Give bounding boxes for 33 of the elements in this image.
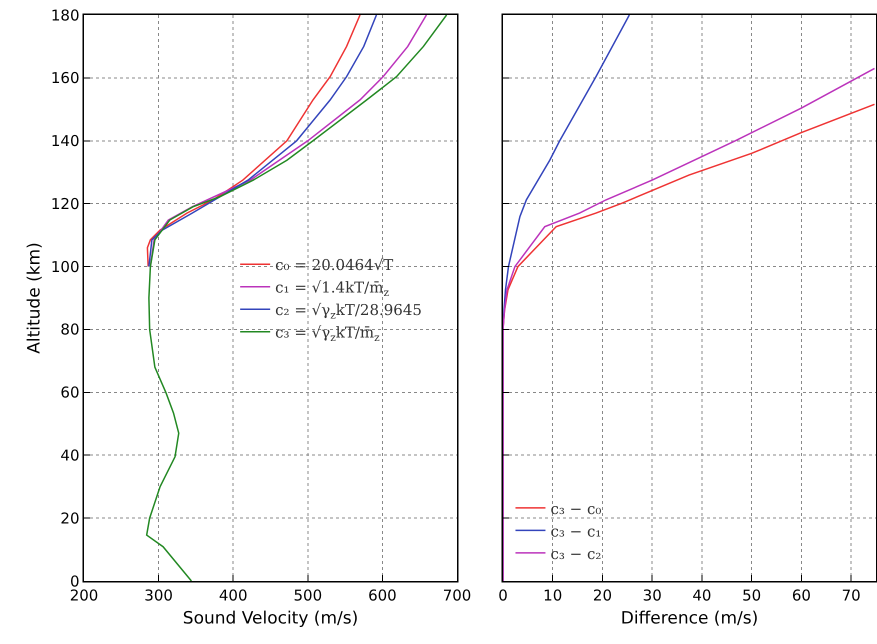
x-tick-label: 40 [692, 586, 712, 604]
legend-label: c₃ − c₁ [550, 522, 602, 540]
y-tick-label: 140 [50, 132, 80, 150]
legend-label: c₀ = 20.0464√T [275, 256, 394, 274]
x-tick-label: 500 [293, 586, 322, 604]
x-axis-title: Sound Velocity (m/s) [182, 608, 358, 629]
line-series [146, 15, 448, 581]
y-tick-label: 160 [50, 69, 80, 88]
legend-label: c₁ = √1.4kT/m̄$_{z}$ [275, 278, 390, 299]
legend-label: c₂ = √γ$_{z}$kT/28.9645 [275, 301, 422, 322]
x-tick-label: 20 [592, 586, 612, 604]
y-tick-label: 40 [60, 446, 80, 464]
legend-label: c₃ − c₂ [550, 544, 602, 563]
legend-label: c₃ = √γ$_{z}$kT/m̄$_{z}$ [275, 324, 380, 344]
x-tick-label: 30 [642, 586, 662, 604]
x-tick-label: 700 [442, 586, 472, 604]
y-tick-label: 80 [60, 320, 80, 339]
x-tick-label: 10 [543, 586, 562, 604]
y-tick-label: 120 [50, 194, 80, 213]
x-tick-label: 300 [144, 586, 173, 604]
y-tick-label: 180 [50, 6, 80, 24]
x-tick-label: 50 [742, 586, 762, 604]
x-tick-label: 60 [792, 586, 811, 604]
y-tick-label: 20 [60, 509, 80, 528]
y-tick-label: 100 [50, 258, 80, 276]
x-tick-label: 600 [368, 586, 397, 604]
x-axis-title: Difference (m/s) [620, 608, 758, 629]
x-tick-label: 400 [218, 586, 248, 604]
x-tick-label: 70 [842, 586, 861, 604]
x-tick-label: 0 [498, 586, 508, 604]
y-tick-label: 60 [60, 384, 80, 402]
y-axis-title: Altitude (km) [24, 242, 45, 354]
legend-label: c₃ − c₀ [550, 500, 602, 518]
